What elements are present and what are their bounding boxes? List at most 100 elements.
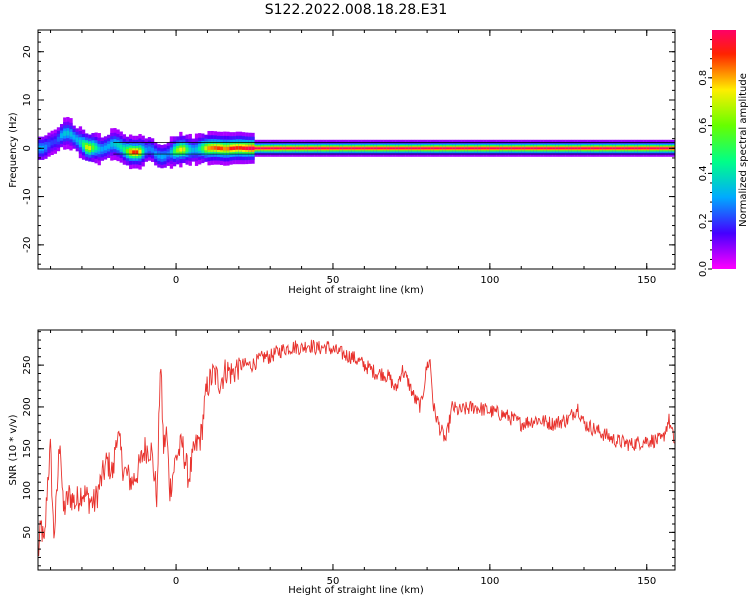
heatmap-cell	[254, 147, 258, 150]
heatmap-cell	[44, 144, 48, 150]
heatmap-cell	[154, 151, 158, 157]
heatmap-cell	[373, 147, 378, 150]
heatmap-cell	[524, 147, 528, 150]
heatmap-cell	[311, 147, 315, 150]
spectrogram-ylabel: Frequency (Hz)	[8, 112, 19, 188]
heatmap-cell	[116, 142, 120, 148]
heatmap-cell	[540, 147, 544, 150]
heatmap-cell	[417, 147, 421, 150]
heatmap-cell	[609, 147, 613, 150]
heatmap-cell	[370, 147, 374, 150]
heatmap-cell	[502, 147, 506, 150]
heatmap-cell	[110, 142, 114, 147]
heatmap-cell	[455, 147, 459, 150]
heatmap-cell	[511, 147, 516, 150]
heatmap-cell	[653, 147, 657, 150]
heatmap-cell	[408, 147, 412, 150]
heatmap-cell	[467, 147, 472, 150]
heatmap-cell	[282, 147, 287, 150]
heatmap-cell	[213, 146, 218, 150]
x-tick-label: 150	[637, 576, 656, 587]
heatmap-cell	[241, 146, 246, 150]
heatmap-cell	[314, 147, 318, 150]
heatmap-cell	[593, 147, 597, 150]
heatmap-cell	[78, 139, 83, 145]
heatmap-cell	[386, 147, 390, 150]
heatmap-cell	[132, 150, 136, 154]
heatmap-cell	[59, 133, 64, 139]
colorbar-tick-label: 0.6	[698, 118, 709, 134]
heatmap-cell	[207, 146, 211, 151]
heatmap-cell	[533, 147, 538, 150]
heatmap-cell	[464, 147, 469, 150]
heatmap-cell	[452, 147, 456, 150]
heatmap-cell	[260, 147, 265, 150]
x-tick-label: 150	[637, 275, 656, 286]
heatmap-cell	[125, 148, 130, 154]
heatmap-cell	[612, 147, 616, 150]
heatmap-cell	[47, 142, 51, 148]
heatmap-cell	[602, 147, 607, 150]
heatmap-cell	[392, 147, 396, 150]
x-tick-label: 100	[480, 576, 499, 587]
snr-ylabel: SNR (10 * v/v)	[8, 414, 19, 485]
heatmap-cell	[289, 147, 293, 150]
x-tick-label: 0	[173, 576, 179, 587]
heatmap-cell	[558, 147, 563, 150]
heatmap-cell	[179, 147, 183, 152]
heatmap-cell	[423, 147, 428, 150]
heatmap-cell	[627, 147, 632, 150]
heatmap-cell	[605, 147, 610, 150]
heatmap-cell	[499, 147, 503, 150]
snr-frame	[37, 329, 676, 571]
heatmap-cell	[216, 146, 221, 150]
heatmap-cell	[138, 149, 142, 154]
spectrogram-xlabel: Height of straight line (km)	[288, 285, 424, 296]
heatmap-cell	[577, 147, 582, 150]
heatmap-cell	[276, 147, 280, 150]
heatmap-cell	[555, 147, 560, 150]
y-tick-label: 20	[22, 45, 33, 58]
heatmap-cell	[477, 147, 481, 150]
snr-plot-area	[38, 330, 675, 570]
figure-title: S122.2022.008.18.28.E31	[265, 2, 448, 18]
heatmap-cell	[285, 147, 290, 150]
heatmap-cell	[449, 147, 453, 150]
heatmap-cell	[649, 147, 654, 150]
heatmap-cell	[329, 147, 334, 150]
heatmap-cell	[223, 146, 227, 151]
heatmap-cell	[552, 147, 556, 150]
heatmap-cell	[584, 147, 588, 150]
heatmap-cell	[420, 147, 425, 150]
heatmap-cell	[361, 147, 365, 150]
colorbar-tick-label: 0.2	[698, 213, 709, 229]
heatmap-cell	[122, 147, 127, 152]
heatmap-cell	[88, 146, 92, 151]
heatmap-cell	[445, 147, 450, 150]
y-tick-label: 50	[22, 526, 33, 539]
heatmap-cell	[69, 131, 73, 137]
heatmap-cell	[342, 147, 346, 150]
heatmap-cell	[367, 147, 371, 150]
heatmap-cell	[298, 147, 302, 150]
heatmap-cell	[160, 154, 164, 160]
spectrogram-image	[38, 116, 675, 170]
heatmap-cell	[383, 147, 387, 150]
heatmap-cell	[618, 147, 622, 150]
heatmap-cell	[210, 146, 214, 150]
heatmap-cell	[66, 130, 70, 136]
heatmap-cell	[194, 147, 199, 153]
heatmap-cell	[147, 146, 152, 152]
y-tick-label: 0	[22, 145, 33, 151]
heatmap-cell	[565, 147, 569, 150]
spectrogram-frame	[37, 29, 676, 270]
snr-series-line	[38, 339, 675, 557]
heatmap-cell	[543, 147, 547, 150]
heatmap-cell	[376, 147, 381, 150]
heatmap-cell	[483, 147, 487, 150]
heatmap-cell	[169, 150, 174, 155]
heatmap-cell	[201, 146, 205, 151]
heatmap-cell	[245, 146, 249, 151]
heatmap-cell	[176, 148, 180, 153]
